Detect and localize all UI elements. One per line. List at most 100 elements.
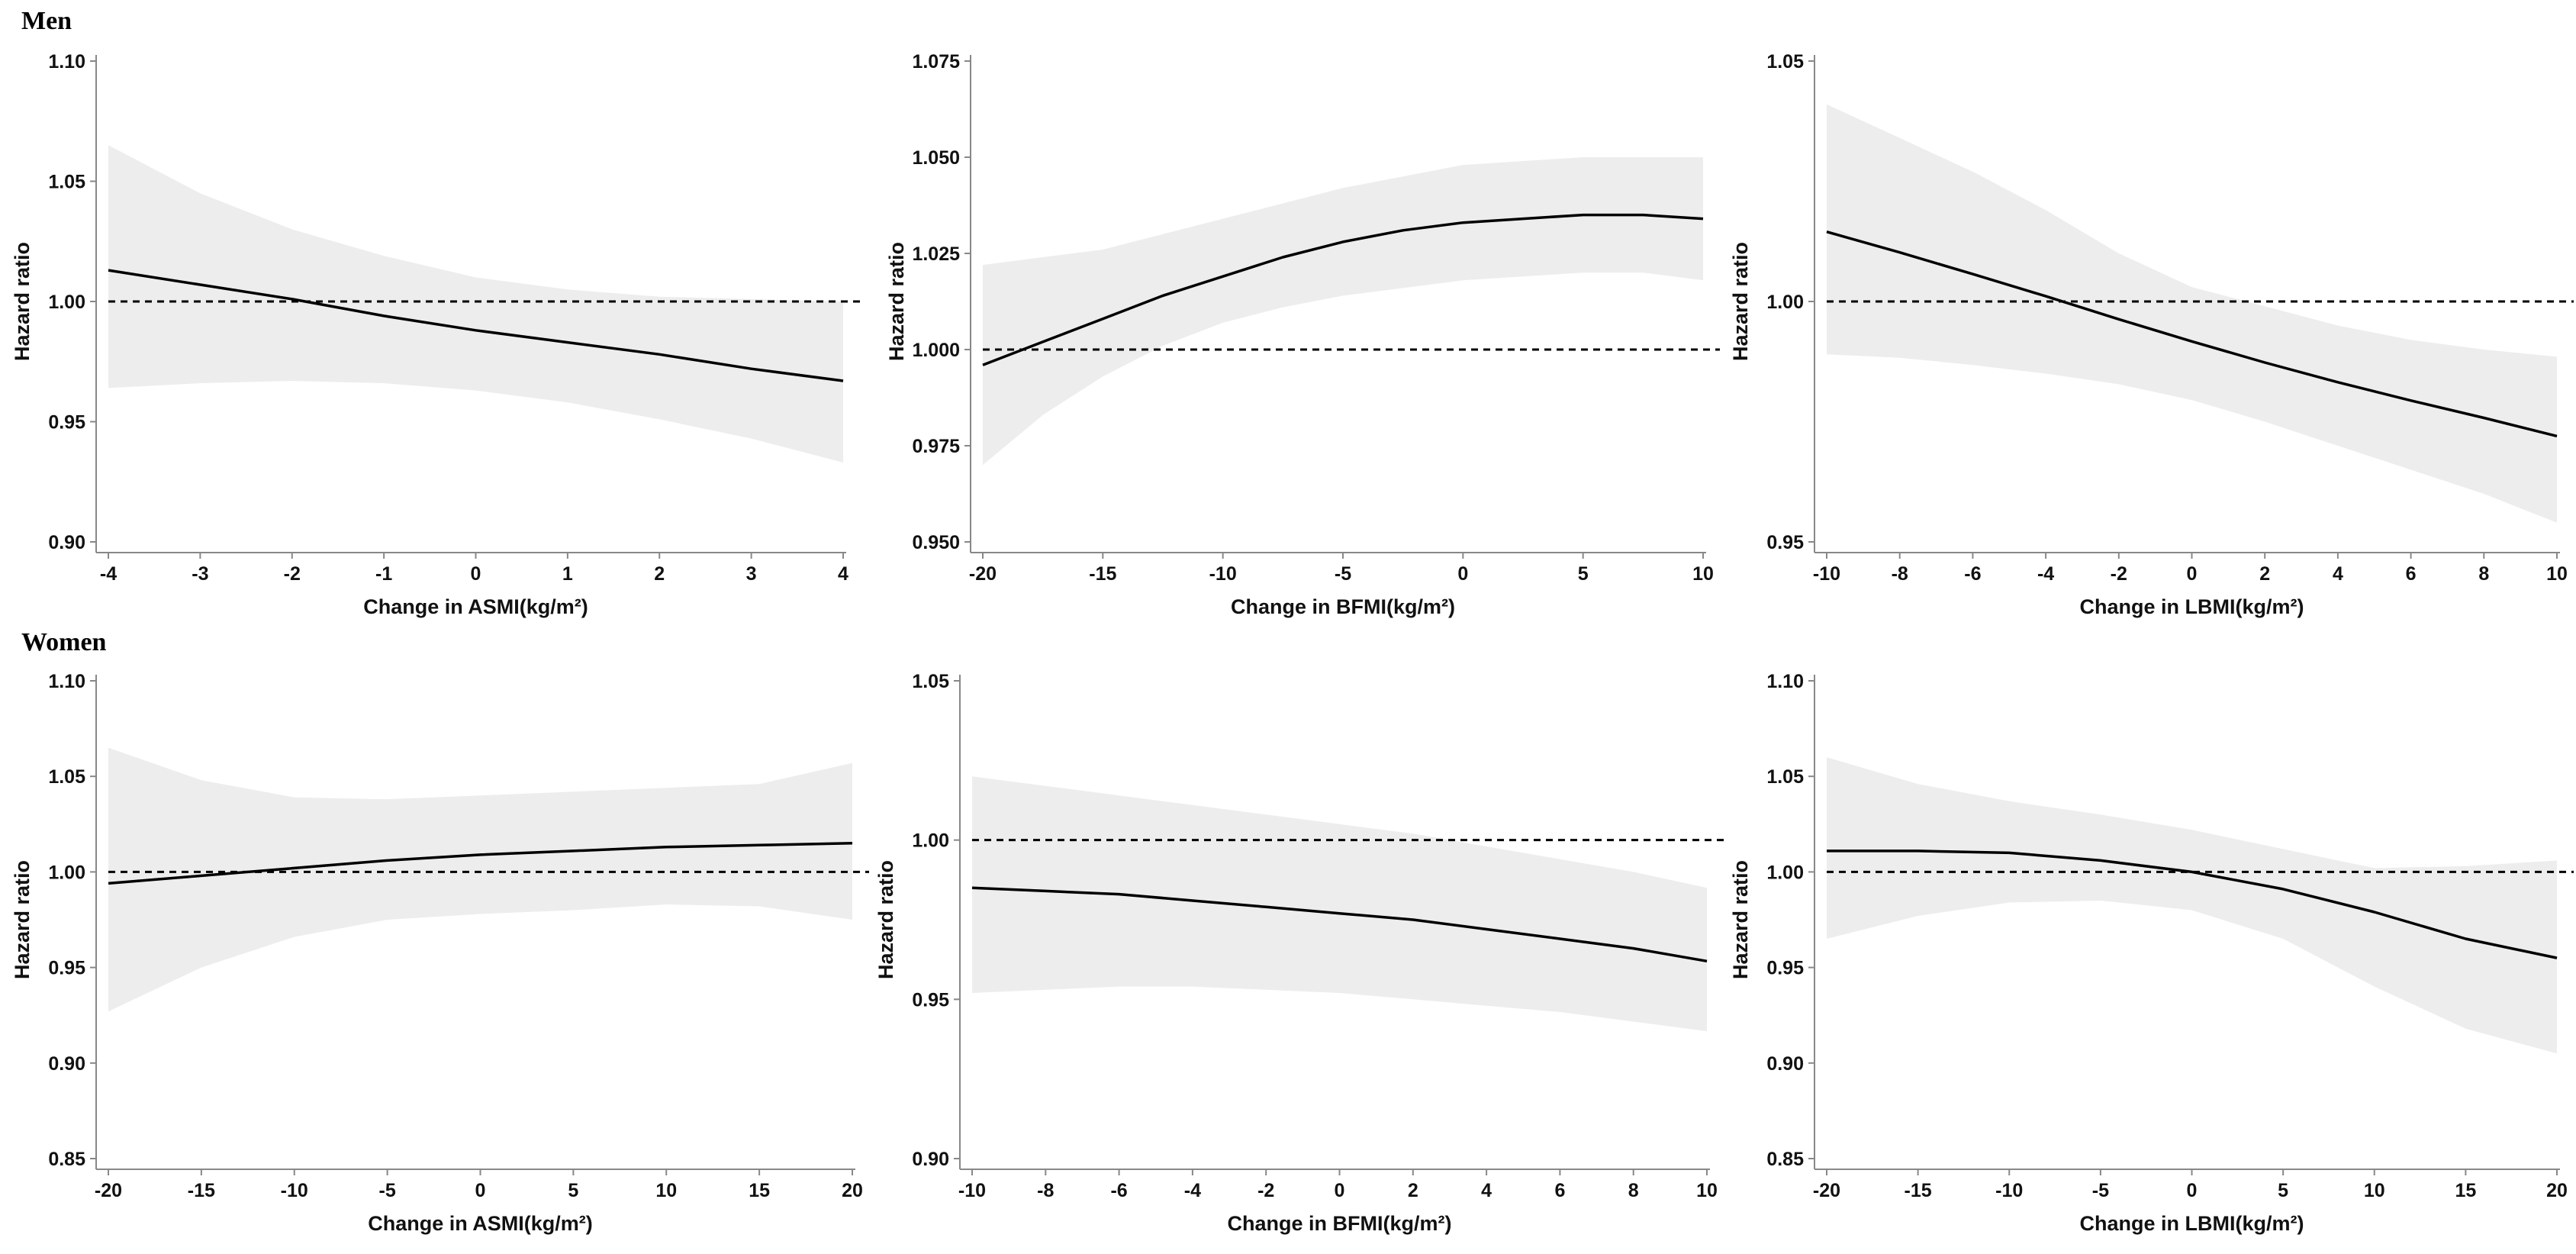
men-lbmi-x-tick-label: 8 <box>2478 563 2489 585</box>
men-bfmi-x-tick-label: -5 <box>1335 563 1351 585</box>
women-lbmi-panel: 0.85 0.90 0.95 1.00 1.05 1.10 -20 -15 -10 -5 0 5 10 1… <box>1729 671 2574 1235</box>
men-lbmi-x-tick-label: 4 <box>2333 563 2343 585</box>
women-asmi-x-tick-label: 5 <box>568 1180 578 1201</box>
men-asmi-x-tick-label: -1 <box>375 563 392 585</box>
men-lbmi-x-tick-label: -6 <box>1964 563 1981 585</box>
men-bfmi-confidence-band <box>983 157 1703 466</box>
women-bfmi-x-tick-label: -6 <box>1110 1180 1127 1201</box>
women-group-label: Women <box>21 628 107 656</box>
women-lbmi-x-tick-label: 20 <box>2546 1180 2568 1201</box>
women-lbmi-x-tick-label: -15 <box>1905 1180 1932 1201</box>
women-lbmi-x-tick-label: -10 <box>1995 1180 2023 1201</box>
men-asmi-y-axis-title: Hazard ratio <box>11 242 34 361</box>
women-lbmi-x-axis-title: Change in LBMI(kg/m²) <box>2080 1212 2304 1235</box>
men-asmi-y-tick-label: 0.90 <box>48 532 85 553</box>
men-lbmi-y-tick-label: 1.00 <box>1766 292 1804 313</box>
women-bfmi-x-tick-label: 10 <box>1696 1180 1718 1201</box>
women-lbmi-x-tick-label: 10 <box>2364 1180 2385 1201</box>
men-lbmi-x-tick-label: -4 <box>2037 563 2054 585</box>
women-asmi-panel: 0.85 0.90 0.95 1.00 1.05 1.10 -20 -15 -10 -5 0 5 10 1… <box>11 671 869 1235</box>
men-lbmi-x-tick-label: -2 <box>2111 563 2127 585</box>
men-lbmi-panel: 0.95 1.00 1.05 -10 -8 -6 -4 -2 0 2 4 6 8 10 Change in … <box>1729 51 2574 618</box>
men-bfmi-x-tick-label: 10 <box>1692 563 1714 585</box>
men-bfmi-panel: 0.950 0.975 1.000 1.025 1.050 1.075 -20 -15 -10 -… <box>885 51 1720 618</box>
women-lbmi-x-tick-label: 15 <box>2455 1180 2476 1201</box>
women-bfmi-x-tick-label: -2 <box>1257 1180 1274 1201</box>
men-bfmi-x-tick-label: -15 <box>1089 563 1116 585</box>
women-asmi-y-tick-label: 1.05 <box>48 766 85 788</box>
women-asmi-x-tick-label: 0 <box>475 1180 486 1201</box>
men-asmi-x-tick-label: -4 <box>100 563 117 585</box>
men-asmi-hazard-ratio-line <box>108 269 844 382</box>
women-lbmi-y-tick-label: 1.05 <box>1766 766 1804 788</box>
men-bfmi-y-tick-label: 1.025 <box>912 243 960 265</box>
women-asmi-hazard-ratio-line <box>108 842 853 885</box>
men-asmi-confidence-band <box>108 145 843 463</box>
women-lbmi-x-tick-label: 0 <box>2187 1180 2198 1201</box>
men-asmi-y-tick-label: 1.05 <box>48 172 85 193</box>
men-asmi-x-tick-label: 3 <box>746 563 757 585</box>
men-asmi-y-tick-label: 1.00 <box>48 292 85 313</box>
women-lbmi-y-axis-title: Hazard ratio <box>1729 860 1752 979</box>
women-bfmi-y-axis-title: Hazard ratio <box>874 860 897 979</box>
women-bfmi-confidence-band <box>972 776 1707 1032</box>
women-bfmi-x-tick-label: 8 <box>1628 1180 1639 1201</box>
men-lbmi-confidence-band <box>1827 104 2557 523</box>
women-lbmi-x-tick-label: -20 <box>1813 1180 1840 1201</box>
men-lbmi-x-tick-label: -10 <box>1813 563 1840 585</box>
men-asmi-x-tick-label: 0 <box>471 563 481 585</box>
women-lbmi-x-tick-label: 5 <box>2278 1180 2288 1201</box>
men-bfmi-y-axis-title: Hazard ratio <box>885 242 908 361</box>
women-bfmi-x-tick-label: 6 <box>1554 1180 1565 1201</box>
men-lbmi-x-tick-label: 0 <box>2187 563 2198 585</box>
men-lbmi-x-tick-label: 2 <box>2259 563 2270 585</box>
men-asmi-y-tick-label: 0.95 <box>48 412 85 434</box>
women-asmi-x-tick-label: -15 <box>188 1180 215 1201</box>
women-asmi-x-tick-label: 10 <box>655 1180 677 1201</box>
men-asmi-x-tick-label: 1 <box>562 563 573 585</box>
women-bfmi-y-tick-label: 0.95 <box>912 989 949 1011</box>
men-asmi-x-tick-label: -2 <box>284 563 301 585</box>
women-asmi-y-tick-label: 1.00 <box>48 862 85 883</box>
women-bfmi-x-tick-label: -10 <box>958 1180 986 1201</box>
men-group-label: Men <box>21 7 72 35</box>
women-asmi-confidence-band <box>108 747 852 1012</box>
men-asmi-x-tick-label: -3 <box>192 563 208 585</box>
women-lbmi-x-tick-label: -5 <box>2092 1180 2109 1201</box>
men-lbmi-x-tick-label: -8 <box>1892 563 1908 585</box>
women-asmi-x-tick-label: 15 <box>749 1180 770 1201</box>
men-bfmi-x-tick-label: -10 <box>1209 563 1237 585</box>
women-lbmi-y-tick-label: 1.00 <box>1766 862 1804 883</box>
women-bfmi-hazard-ratio-line <box>971 886 1708 963</box>
women-asmi-y-axis-title: Hazard ratio <box>11 860 34 979</box>
women-bfmi-x-tick-label: 2 <box>1408 1180 1418 1201</box>
men-lbmi-y-tick-label: 0.95 <box>1766 532 1804 553</box>
women-asmi-y-tick-label: 0.95 <box>48 958 85 979</box>
women-asmi-x-tick-label: -20 <box>95 1180 122 1201</box>
men-lbmi-y-axis-title: Hazard ratio <box>1729 242 1752 361</box>
men-bfmi-y-tick-label: 0.975 <box>912 436 960 457</box>
men-bfmi-y-tick-label: 0.950 <box>912 532 960 553</box>
women-lbmi-y-tick-label: 0.90 <box>1766 1053 1804 1075</box>
men-asmi-panel: 0.90 0.95 1.00 1.05 1.10 -4 -3 -2 -1 0 1 2 3 4 Change … <box>11 51 860 618</box>
men-lbmi-x-axis-title: Change in LBMI(kg/m²) <box>2080 595 2304 618</box>
women-asmi-x-tick-label: -10 <box>281 1180 308 1201</box>
men-lbmi-y-tick-label: 1.05 <box>1766 51 1804 73</box>
women-bfmi-x-tick-label: 0 <box>1335 1180 1345 1201</box>
men-bfmi-x-axis-title: Change in BFMI(kg/m²) <box>1231 595 1455 618</box>
men-asmi-x-axis-title: Change in ASMI(kg/m²) <box>363 595 588 618</box>
men-bfmi-x-tick-label: 5 <box>1578 563 1589 585</box>
men-asmi-x-tick-label: 2 <box>654 563 665 585</box>
men-bfmi-y-tick-label: 1.000 <box>912 340 960 361</box>
men-asmi-x-tick-label: 4 <box>838 563 848 585</box>
men-bfmi-y-tick-label: 1.075 <box>912 51 960 73</box>
women-bfmi-panel: 0.90 0.95 1.00 1.05 -10 -8 -6 -4 -2 0 2 4 6 8 10 Change… <box>874 671 1724 1235</box>
men-lbmi-hazard-ratio-line <box>1826 230 2558 438</box>
men-asmi-y-tick-label: 1.10 <box>48 51 85 73</box>
women-lbmi-hazard-ratio-line <box>1827 849 2558 959</box>
women-lbmi-y-tick-label: 0.85 <box>1766 1149 1804 1170</box>
women-lbmi-confidence-band <box>1827 757 2557 1054</box>
women-bfmi-x-tick-label: 4 <box>1481 1180 1492 1201</box>
women-bfmi-x-axis-title: Change in BFMI(kg/m²) <box>1228 1212 1452 1235</box>
